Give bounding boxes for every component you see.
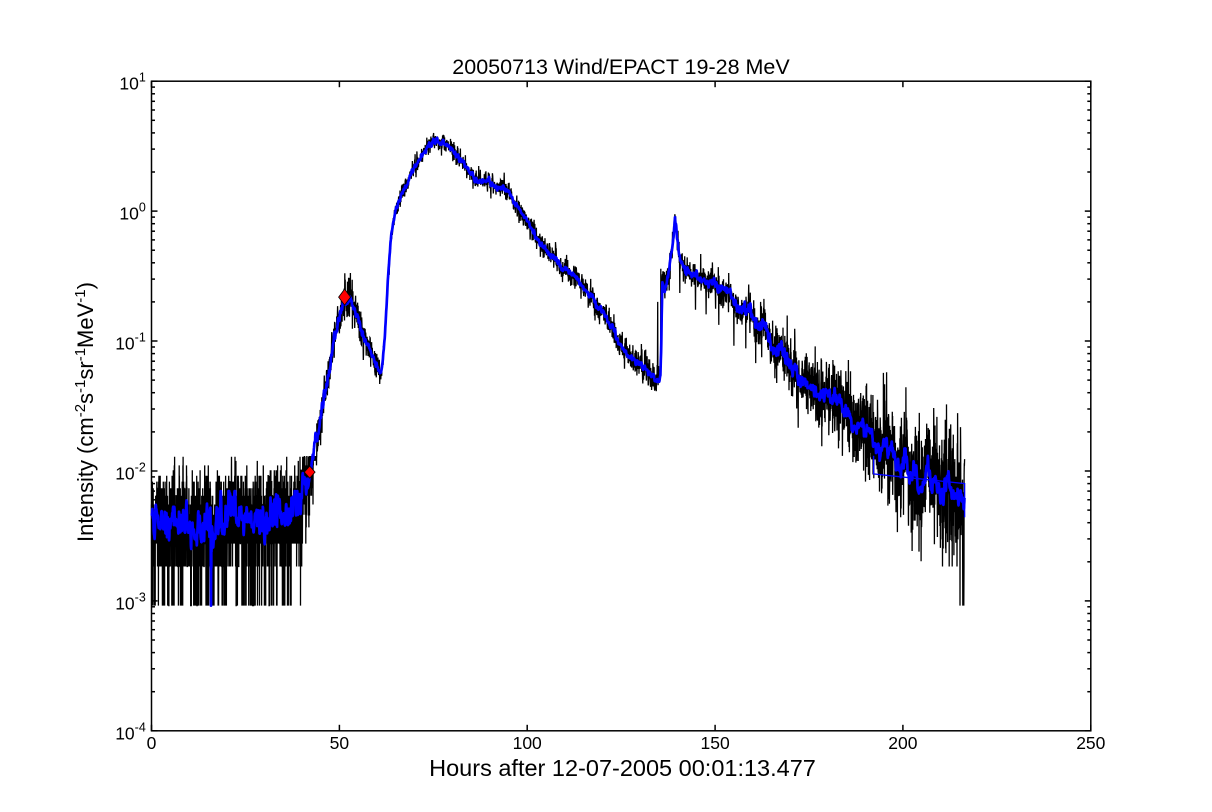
svg-text:100: 100 (513, 733, 542, 753)
svg-text:50: 50 (330, 733, 350, 753)
svg-text:Hours after 12-07-2005 00:01:1: Hours after 12-07-2005 00:01:13.477 (429, 755, 816, 781)
svg-text:Intensity (cm-2s-1sr-1MeV-1): Intensity (cm-2s-1sr-1MeV-1) (72, 282, 98, 542)
svg-text:200: 200 (888, 733, 917, 753)
svg-text:0: 0 (147, 733, 157, 753)
svg-text:250: 250 (1076, 733, 1105, 753)
svg-text:150: 150 (700, 733, 729, 753)
svg-text:20050713 Wind/EPACT 19-28 MeV: 20050713 Wind/EPACT 19-28 MeV (452, 55, 790, 79)
